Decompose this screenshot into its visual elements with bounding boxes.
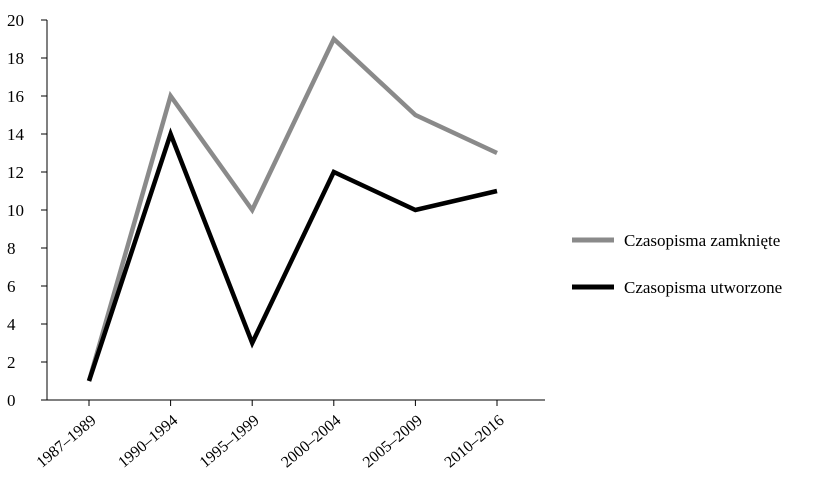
x-tick-label: 1987–1989 — [33, 412, 99, 471]
y-axis-ticks: 0 2 4 6 8 10 12 14 16 18 20 — [7, 11, 47, 410]
y-tick-label: 4 — [7, 315, 16, 334]
x-tick-label: 2010–2016 — [441, 412, 507, 471]
x-axis-ticks: 1987–1989 1990–1994 1995–1999 2000–2004 2005… — [33, 400, 508, 471]
x-tick-label: 2005–2009 — [360, 412, 426, 471]
legend: Czasopisma zamknięte Czasopisma utworzone — [572, 231, 782, 297]
series-lines — [86, 35, 498, 382]
series-line-2 — [86, 127, 498, 382]
y-tick-label: 0 — [7, 391, 16, 410]
x-tick-label: 1995–1999 — [197, 412, 263, 471]
y-tick-label: 20 — [7, 11, 24, 30]
y-tick-label: 14 — [7, 125, 25, 144]
y-tick-label: 2 — [7, 353, 16, 372]
y-tick-label: 18 — [7, 49, 24, 68]
series-line-1 — [86, 35, 498, 382]
x-tick-label: 1990–1994 — [115, 412, 181, 471]
y-tick-label: 12 — [7, 163, 24, 182]
y-tick-label: 6 — [7, 277, 16, 296]
y-tick-label: 16 — [7, 87, 24, 106]
legend-label: Czasopisma utworzone — [624, 278, 782, 297]
x-tick-label: 2000–2004 — [278, 412, 344, 471]
y-tick-label: 8 — [7, 239, 16, 258]
y-tick-label: 10 — [7, 201, 24, 220]
legend-label: Czasopisma zamknięte — [624, 231, 780, 250]
